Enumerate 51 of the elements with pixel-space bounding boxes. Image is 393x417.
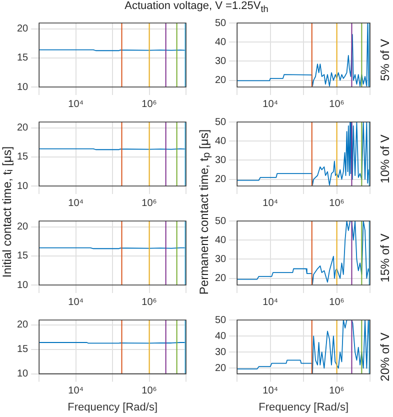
x-tick-label: 10⁶ (142, 198, 157, 209)
y-tick-label: 50 (215, 116, 227, 128)
y-tick-label: 40 (215, 234, 227, 246)
y-tick-label: 40 (215, 330, 227, 342)
y-tick-label: 20 (215, 273, 227, 284)
y-tick-label: 30 (215, 346, 227, 358)
x-tick-label: 10⁶ (329, 198, 344, 209)
x-tick-label: 10⁶ (329, 98, 344, 110)
y-tick-label: 20 (17, 320, 29, 331)
x-tick-label: 10⁶ (329, 386, 344, 397)
y-tick-label: 50 (215, 18, 227, 29)
y-tick-label: 15 (17, 52, 29, 64)
y-tick-label: 20 (17, 222, 29, 233)
x-tick-label: 10⁴ (262, 296, 278, 308)
y-tick-label: 40 (215, 36, 227, 48)
y-tick-label: 15 (17, 152, 29, 163)
y-tick-label: 30 (215, 154, 227, 166)
y-tick-label: 50 (215, 216, 227, 227)
y-tick-label: 30 (215, 56, 227, 67)
x-tick-label: 10⁶ (142, 296, 157, 308)
x-tick-label: 10⁴ (68, 386, 84, 397)
y-tick-label: 20 (215, 75, 227, 86)
x-tick-label: 10⁴ (68, 98, 84, 110)
x-tick-label: 10⁴ (262, 98, 278, 110)
y-tick-label: 15 (17, 344, 29, 356)
x-axis-title: Frequency [Rad/s] (68, 401, 158, 414)
y2-axis-title: 15% of V (378, 234, 392, 282)
y-tick-label: 20 (17, 24, 29, 35)
y-tick-label: 40 (215, 136, 227, 147)
y-tick-label: 20 (215, 362, 227, 374)
x-axis-title: Frequency [Rad/s] (258, 401, 348, 414)
x-tick-label: 10⁶ (329, 296, 344, 308)
y-tick-label: 20 (17, 122, 29, 134)
x-tick-label: 10⁶ (142, 386, 157, 397)
y-tick-label: 10 (17, 180, 29, 192)
y2-axis-title: 10% of V (378, 134, 392, 184)
y-tick-label: 10 (17, 368, 29, 380)
y-tick-label: 15 (17, 250, 29, 262)
y-tick-label: 10 (17, 280, 29, 291)
y2-axis-title: 20% of V (378, 332, 392, 382)
x-tick-label: 10⁴ (262, 386, 278, 397)
y-tick-label: 50 (215, 314, 227, 326)
y-tick-label: 10 (17, 82, 29, 93)
x-tick-label: 10⁴ (68, 296, 84, 308)
y-tick-label: 30 (215, 254, 227, 265)
y2-axis-title: 5% of V (378, 38, 392, 82)
x-tick-label: 10⁴ (68, 198, 84, 209)
x-tick-label: 10⁶ (142, 98, 157, 110)
y-tick-label: 20 (215, 174, 227, 186)
chart-title: Actuation voltage, V =1.25V$_{th}$ (124, 0, 270, 16)
x-tick-label: 10⁴ (262, 198, 278, 209)
